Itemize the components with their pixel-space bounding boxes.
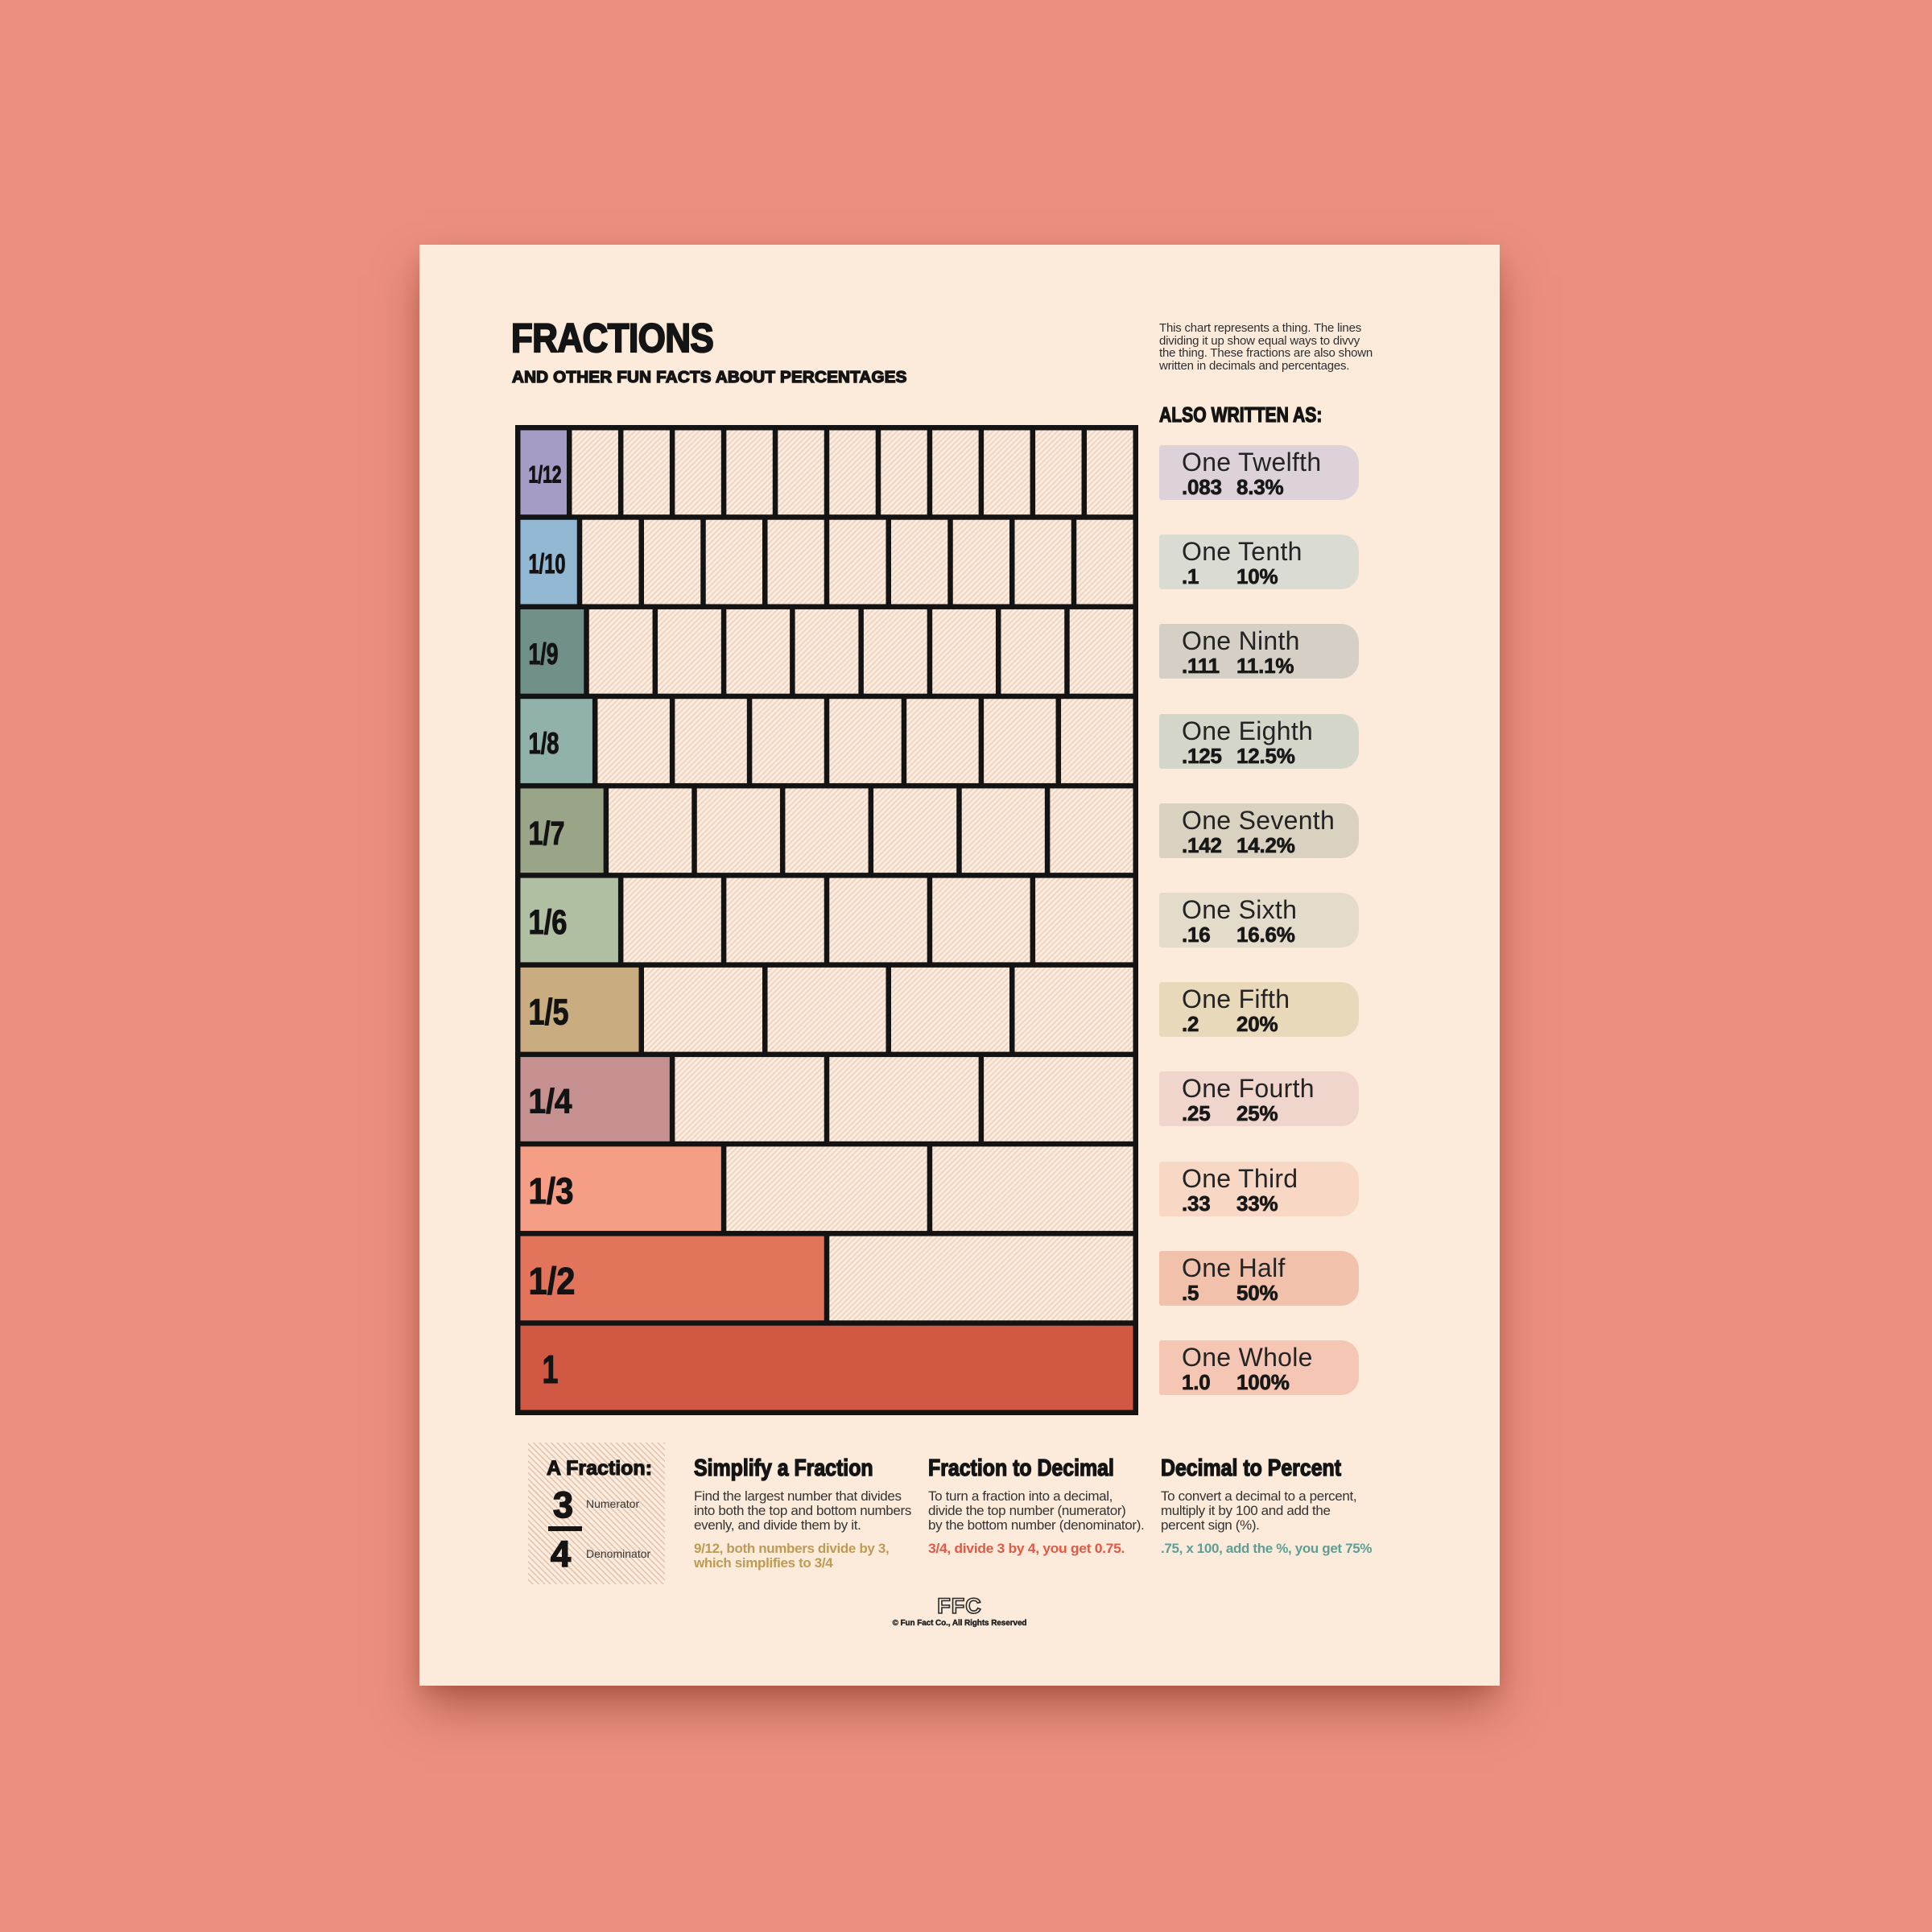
svg-text:1/6: 1/6 — [529, 903, 568, 942]
svg-text:1/7: 1/7 — [529, 815, 565, 852]
svg-text:1/9: 1/9 — [529, 638, 559, 671]
svg-text:1/10: 1/10 — [529, 549, 566, 580]
svg-text:1/3: 1/3 — [529, 1170, 574, 1212]
svg-text:1: 1 — [543, 1348, 559, 1392]
svg-text:1/12: 1/12 — [529, 461, 562, 488]
svg-text:1/2: 1/2 — [529, 1259, 576, 1302]
svg-text:1/8: 1/8 — [529, 727, 559, 760]
svg-text:1/4: 1/4 — [529, 1083, 572, 1121]
svg-text:1/5: 1/5 — [529, 992, 569, 1033]
